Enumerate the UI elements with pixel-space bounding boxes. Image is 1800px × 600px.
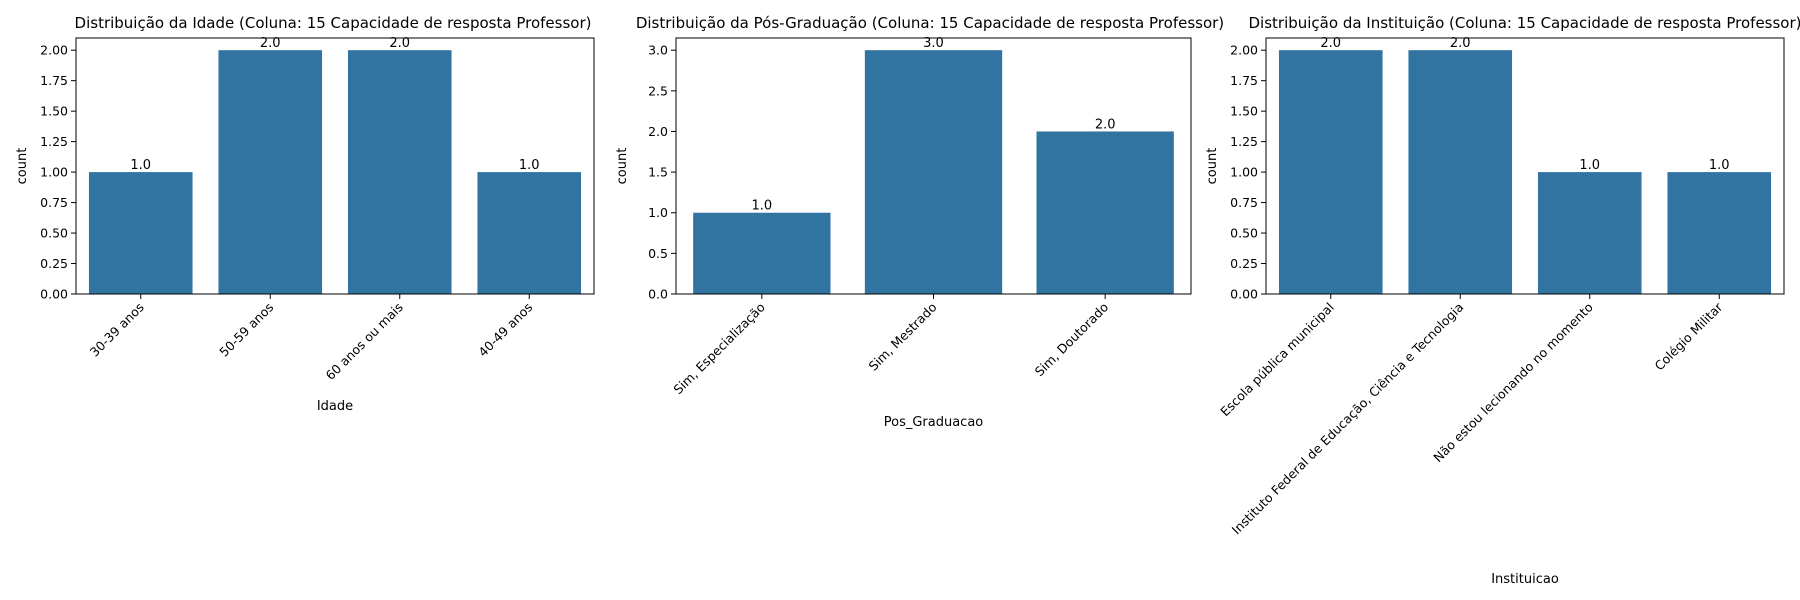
bar-data-label: 1.0 xyxy=(1709,158,1730,173)
chart-title: Distribuição da Instituição (Coluna: 15 … xyxy=(1248,14,1800,32)
bar xyxy=(477,172,582,294)
x-tick-label: Escola pública municipal xyxy=(1217,300,1337,420)
axes-frame xyxy=(1265,37,1785,295)
chart-title: Distribuição da Idade (Coluna: 15 Capaci… xyxy=(75,14,592,32)
axes-frame xyxy=(75,37,595,295)
bar-data-label: 1.0 xyxy=(519,158,540,173)
y-tick-label: 2.5 xyxy=(648,83,668,98)
x-axis-label: Pos_Graduacao xyxy=(884,415,984,430)
y-tick-label: 2.00 xyxy=(40,43,68,58)
x-tick-label: Sim, Doutorado xyxy=(1032,300,1112,380)
x-tick-label: Sim, Mestrado xyxy=(866,300,940,374)
x-tick-label: 60 anos ou mais xyxy=(322,300,405,383)
y-tick-label: 1.0 xyxy=(648,205,668,220)
bar-data-label: 2.0 xyxy=(1095,117,1116,132)
y-tick-label: 1.5 xyxy=(648,165,668,180)
y-axis-label: count xyxy=(1205,148,1220,185)
y-axis-label: count xyxy=(15,148,30,185)
y-tick-label: 2.0 xyxy=(648,124,668,139)
bar xyxy=(1408,50,1513,294)
bar-data-label: 2.0 xyxy=(260,36,281,51)
x-tick-label: Sim, Especialização xyxy=(670,300,768,398)
y-tick-label: 1.50 xyxy=(40,104,68,119)
bar xyxy=(347,50,452,294)
y-tick-label: 0.5 xyxy=(648,246,668,261)
x-axis-label: Instituicao xyxy=(1491,572,1559,587)
y-tick-label: 0.00 xyxy=(1230,287,1258,302)
y-tick-label: 1.00 xyxy=(40,165,68,180)
bar-data-label: 1.0 xyxy=(751,199,772,214)
chart-title: Distribuição da Pós-Graduação (Coluna: 1… xyxy=(636,14,1224,32)
bar xyxy=(1036,131,1174,294)
x-tick-label: 50-59 anos xyxy=(216,300,276,360)
y-tick-label: 0.0 xyxy=(648,287,668,302)
y-tick-label: 1.00 xyxy=(1230,165,1258,180)
y-tick-label: 0.75 xyxy=(1230,195,1258,210)
bar xyxy=(693,212,831,294)
bar xyxy=(1278,50,1383,294)
x-tick-label: Não estou lecionando no momento xyxy=(1430,300,1596,466)
bar-data-label: 1.0 xyxy=(1579,158,1600,173)
chart-2: Distribuição da Pós-Graduação (Coluna: 1… xyxy=(615,14,1224,430)
bar xyxy=(1537,172,1642,294)
y-tick-label: 0.50 xyxy=(40,226,68,241)
y-tick-label: 0.25 xyxy=(40,256,68,271)
chart-3: Distribuição da Instituição (Coluna: 15 … xyxy=(1205,14,1800,587)
y-tick-label: 3.0 xyxy=(648,43,668,58)
y-tick-label: 1.25 xyxy=(1230,134,1258,149)
bar-data-label: 2.0 xyxy=(1450,36,1471,51)
y-axis-label: count xyxy=(615,148,630,185)
y-tick-label: 0.00 xyxy=(40,287,68,302)
y-tick-label: 0.75 xyxy=(40,195,68,210)
chart-1: Distribuição da Idade (Coluna: 15 Capaci… xyxy=(15,14,595,414)
bar-data-label: 1.0 xyxy=(130,158,151,173)
bar-data-label: 3.0 xyxy=(923,36,944,51)
x-tick-label: 30-39 anos xyxy=(87,300,147,360)
y-tick-label: 2.00 xyxy=(1230,43,1258,58)
y-tick-label: 1.25 xyxy=(40,134,68,149)
bar-data-label: 2.0 xyxy=(1320,36,1341,51)
bar xyxy=(1667,172,1772,294)
x-tick-label: Instituto Federal de Educação, Ciência e… xyxy=(1229,300,1467,538)
x-tick-label: 40-49 anos xyxy=(475,300,535,360)
y-tick-label: 0.50 xyxy=(1230,226,1258,241)
bar xyxy=(218,50,323,294)
bar xyxy=(864,50,1003,294)
y-tick-label: 0.25 xyxy=(1230,256,1258,271)
y-tick-label: 1.50 xyxy=(1230,104,1258,119)
x-axis-label: Idade xyxy=(317,399,353,414)
y-tick-label: 1.75 xyxy=(40,73,68,88)
y-tick-label: 1.75 xyxy=(1230,73,1258,88)
bar-data-label: 2.0 xyxy=(389,36,410,51)
bar xyxy=(88,172,193,294)
x-tick-label: Colégio Militar xyxy=(1651,299,1725,373)
